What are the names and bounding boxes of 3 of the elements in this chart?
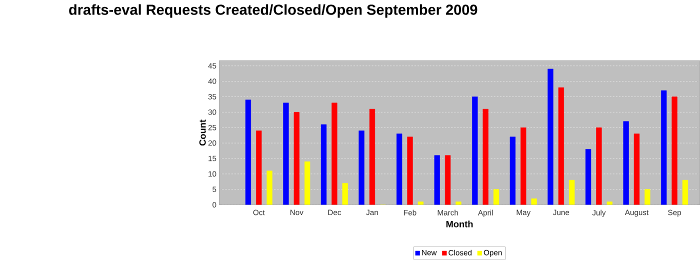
chart-title: drafts-eval Requests Created/Closed/Open September 2009: [69, 4, 478, 18]
x-axis-title: Month: [446, 220, 473, 228]
y-axis-title: Count: [199, 120, 206, 146]
